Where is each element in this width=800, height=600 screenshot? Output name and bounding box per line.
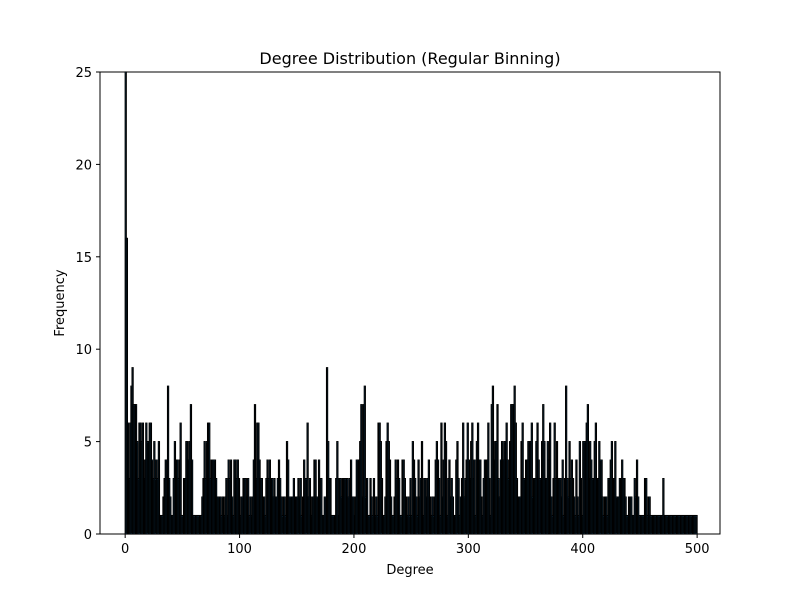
y-tick-label: 25 — [75, 66, 92, 81]
y-tick-label: 20 — [75, 158, 92, 173]
y-axis-ticks: 0 5 10 15 20 25 — [75, 66, 100, 543]
y-tick-label: 15 — [75, 251, 92, 266]
x-tick-label: 0 — [121, 542, 129, 557]
y-tick-label: 5 — [84, 436, 92, 451]
y-tick-label: 0 — [84, 528, 92, 543]
plot-frame — [99, 71, 721, 535]
y-tick-label: 10 — [75, 343, 92, 358]
x-tick-label: 200 — [342, 542, 367, 557]
chart-title: Degree Distribution (Regular Binning) — [259, 49, 560, 68]
y-axis-label: Frequency — [53, 269, 68, 336]
x-axis-label: Degree — [386, 563, 433, 578]
x-axis-ticks: 0 100 200 300 400 500 — [121, 534, 710, 557]
histogram-bar — [695, 514, 698, 535]
x-tick-label: 400 — [570, 542, 595, 557]
histogram-bars — [124, 71, 698, 535]
x-tick-label: 100 — [227, 542, 252, 557]
x-tick-label: 300 — [456, 542, 481, 557]
x-tick-label: 500 — [685, 542, 710, 557]
